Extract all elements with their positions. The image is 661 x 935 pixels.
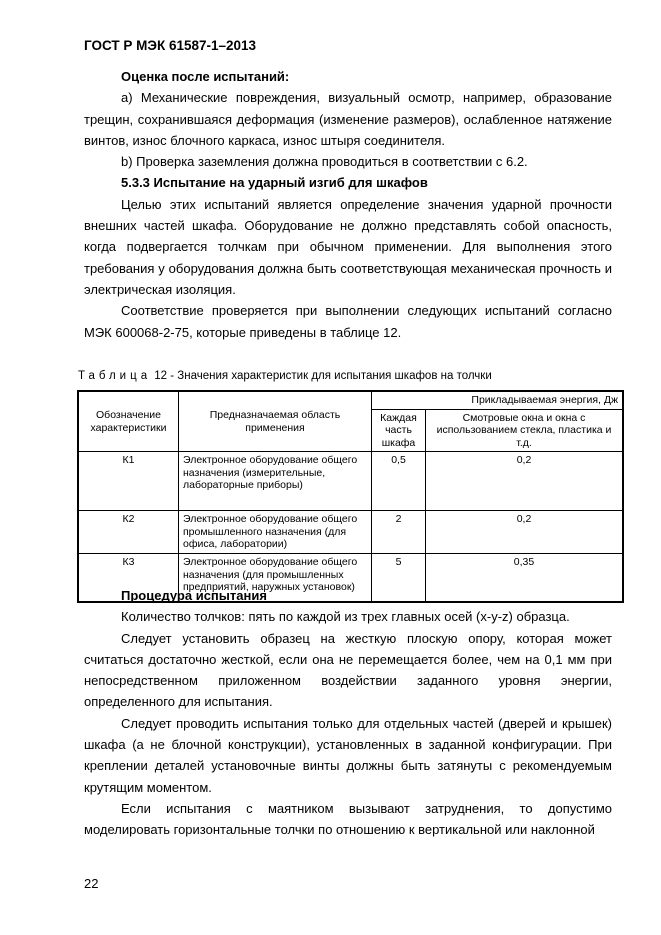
cell-app: Электронное оборудование общего назначен… bbox=[178, 451, 372, 511]
cell-app: Электронное оборудование общего промышле… bbox=[178, 510, 372, 554]
paragraph: 5.3.3 Испытание на ударный изгиб для шка… bbox=[121, 175, 428, 191]
document-header: ГОСТ Р МЭК 61587-1–2013 bbox=[84, 38, 257, 53]
paragraph: Целью этих испытаний является определени… bbox=[84, 196, 612, 297]
paragraph: Процедура испытания bbox=[121, 588, 267, 603]
header-application: Предназначаемая область применения bbox=[178, 390, 372, 452]
cell-win: 0,2 bbox=[425, 451, 624, 511]
header-designation: Обозначение характеристики bbox=[77, 390, 179, 452]
paragraph: Оценка после испытаний: bbox=[121, 69, 290, 84]
paragraph: а) Механические повреждения, визуальный … bbox=[84, 90, 612, 148]
cell-code: К3 bbox=[77, 553, 179, 603]
cell-win: 0,35 bbox=[425, 553, 624, 603]
table-row: К1 Электронное оборудование общего назнач… bbox=[77, 451, 624, 511]
paragraph: Следует проводить испытания только для о… bbox=[84, 715, 612, 795]
cell-code: К1 bbox=[77, 451, 179, 511]
page-number: 22 bbox=[84, 876, 99, 891]
table-caption: Таблица 12 - Значения характеристик для … bbox=[78, 370, 492, 382]
paragraph: Количество толчков: пять по каждой из тр… bbox=[121, 609, 570, 625]
paragraph: Соответствие проверяется при выполнении … bbox=[84, 303, 612, 340]
cell-code: К2 bbox=[77, 510, 179, 554]
cell-each: 5 bbox=[371, 553, 426, 603]
paragraph: Следует установить образец на жесткую пл… bbox=[84, 630, 612, 710]
header-energy: Прикладываемая энергия, Дж bbox=[371, 390, 624, 410]
paragraph: b) Проверка заземления должна проводитьс… bbox=[121, 154, 528, 170]
table-row: К2 Электронное оборудование общего промыш… bbox=[77, 510, 624, 554]
paragraph: Если испытания с маятником вызывают затр… bbox=[84, 800, 612, 838]
header-windows: Смотровые окна и окна с использованием с… bbox=[425, 408, 624, 452]
cell-each: 0,5 bbox=[371, 451, 426, 511]
table-row: К3 Электронное оборудование общего назнач… bbox=[77, 553, 624, 603]
paragraph-block-1: Оценка после испытаний: а) Механические п… bbox=[84, 66, 612, 343]
paragraph-block-2: Процедура испытания Количество толчков: п… bbox=[84, 585, 612, 841]
header-each-part: Каждая часть шкафа bbox=[371, 408, 426, 452]
cell-win: 0,2 bbox=[425, 510, 624, 554]
cell-each: 2 bbox=[371, 510, 426, 554]
impact-table: Обозначение характеристики Предназначаем… bbox=[77, 390, 624, 603]
